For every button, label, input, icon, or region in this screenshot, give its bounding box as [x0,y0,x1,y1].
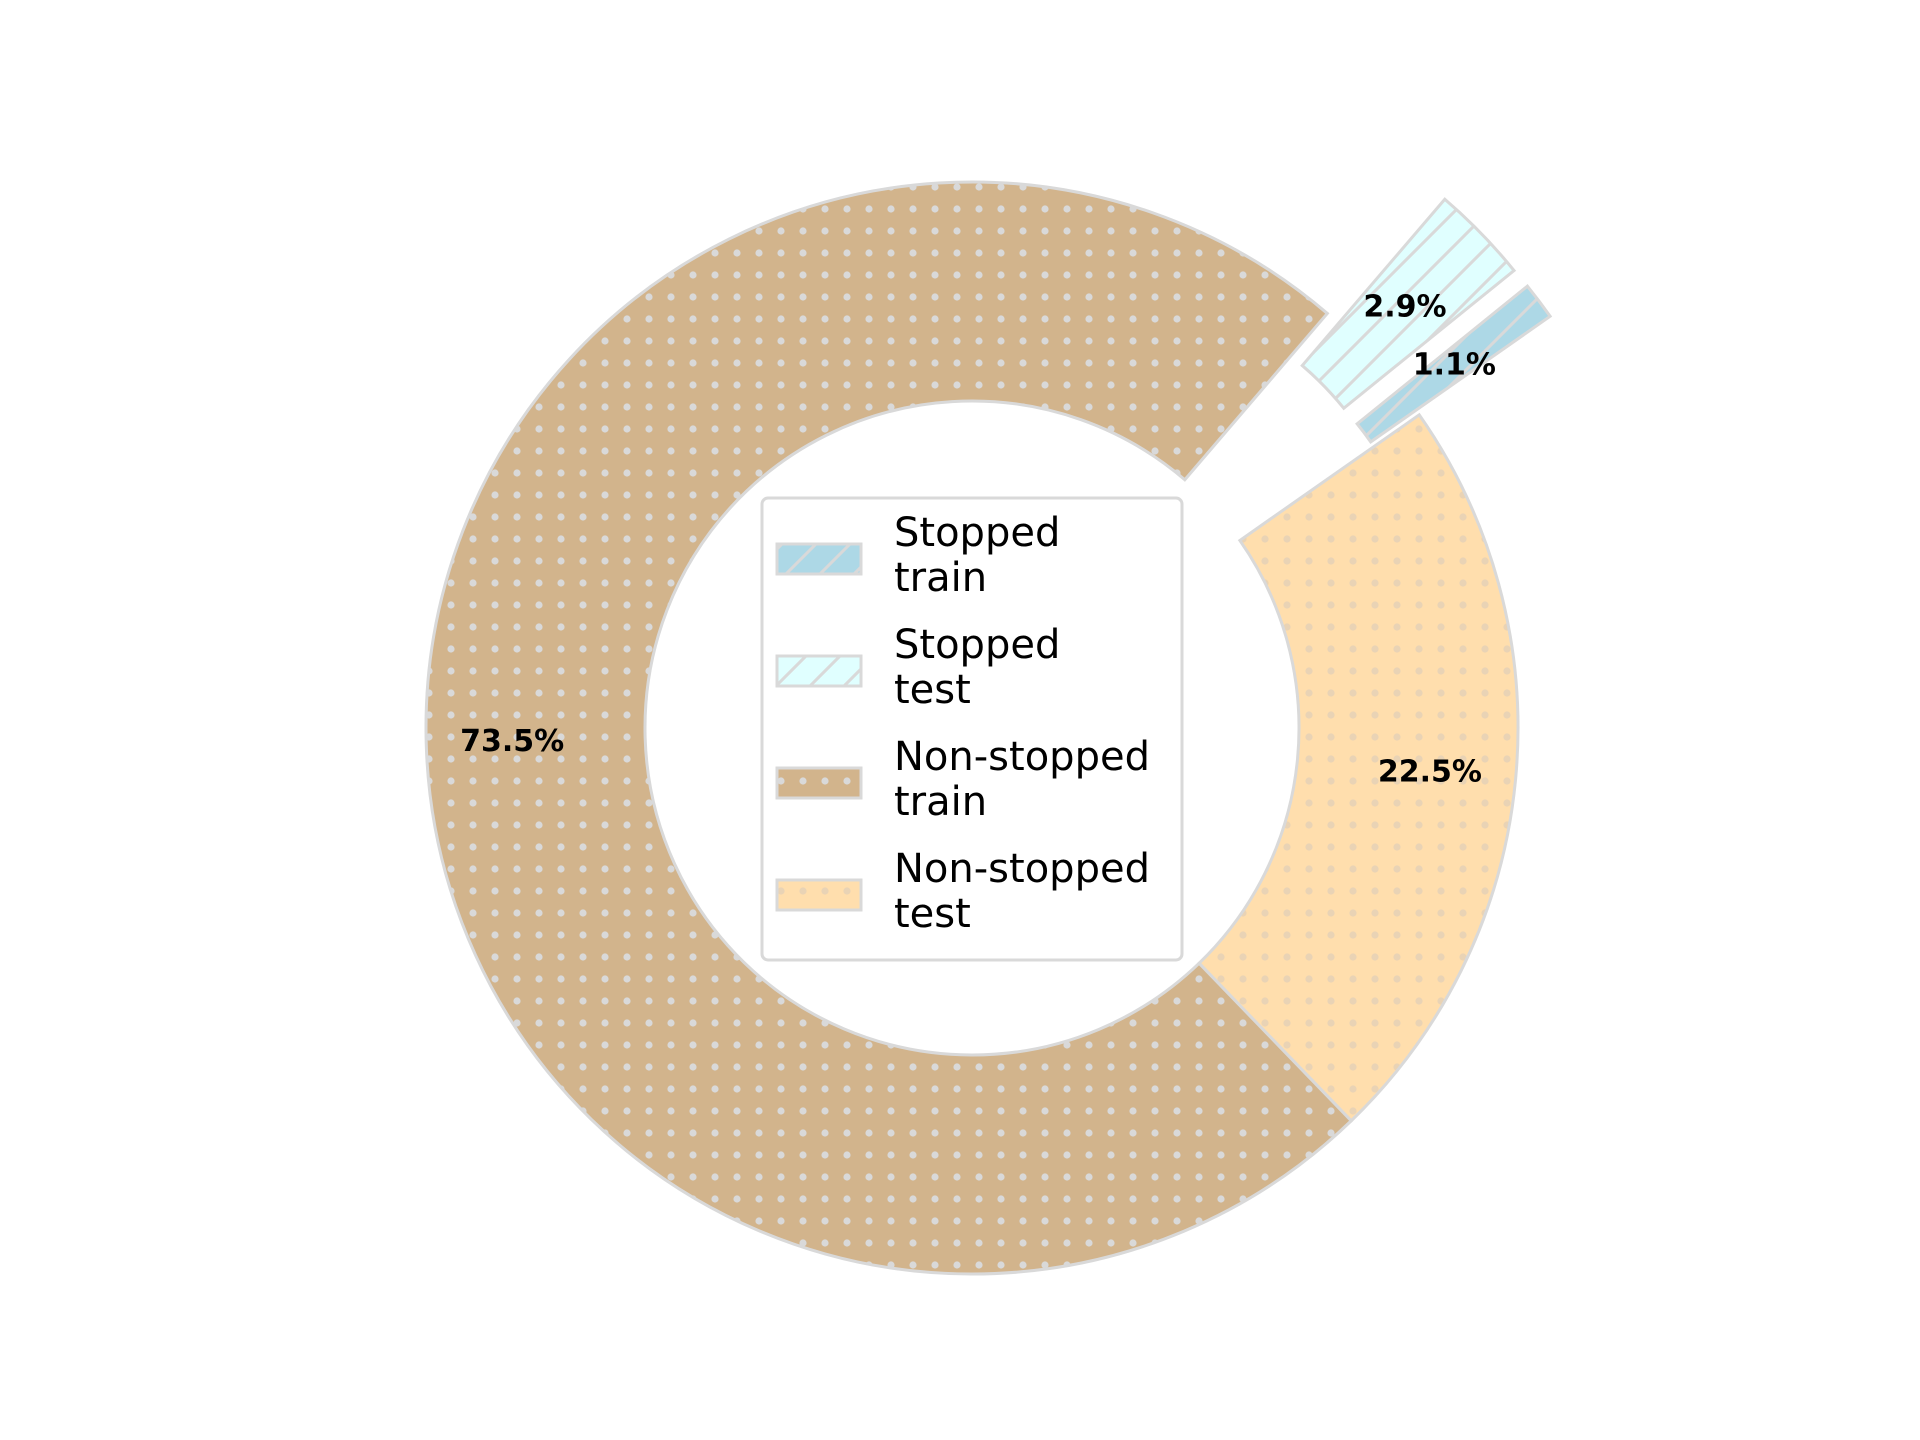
legend-swatch-3 [775,878,863,912]
legend-frame [760,496,1184,962]
slice-label-stopped-test: 2.9% [1363,290,1446,325]
legend-swatch-0 [775,542,863,576]
slices-group [424,180,1553,1276]
legend-label-0-line-0: Stopped [894,510,1060,556]
slice-non-stopped-test [1197,412,1520,1123]
legend: StoppedtrainStoppedtestNon-stoppedtrainN… [760,496,1184,962]
legend-swatch-2 [775,766,863,800]
slice-non-stopped-train [424,180,1354,1276]
slice-label-non-stopped-train: 73.5% [460,724,564,759]
slice-stopped-test [1300,197,1517,411]
legend-label-1-line-1: test [894,667,971,713]
legend-label-1-line-0: Stopped [894,622,1060,668]
legend-label-2-line-0: Non-stopped [894,734,1150,780]
slice-stopped-train [1355,284,1553,444]
legend-swatch-1 [775,654,863,688]
legend-label-0-line-1: train [894,555,987,601]
legend-label-3-line-1: test [894,891,971,937]
slice-label-stopped-train: 1.1% [1413,347,1496,382]
legend-items: StoppedtrainStoppedtestNon-stoppedtrainN… [775,510,1150,937]
legend-label-3-line-0: Non-stopped [894,846,1150,892]
slice-labels-group: 1.1% 2.9% 73.5% 22.5% [460,290,1496,790]
legend-label-2-line-1: train [894,779,987,825]
slice-label-non-stopped-test: 22.5% [1378,755,1482,790]
